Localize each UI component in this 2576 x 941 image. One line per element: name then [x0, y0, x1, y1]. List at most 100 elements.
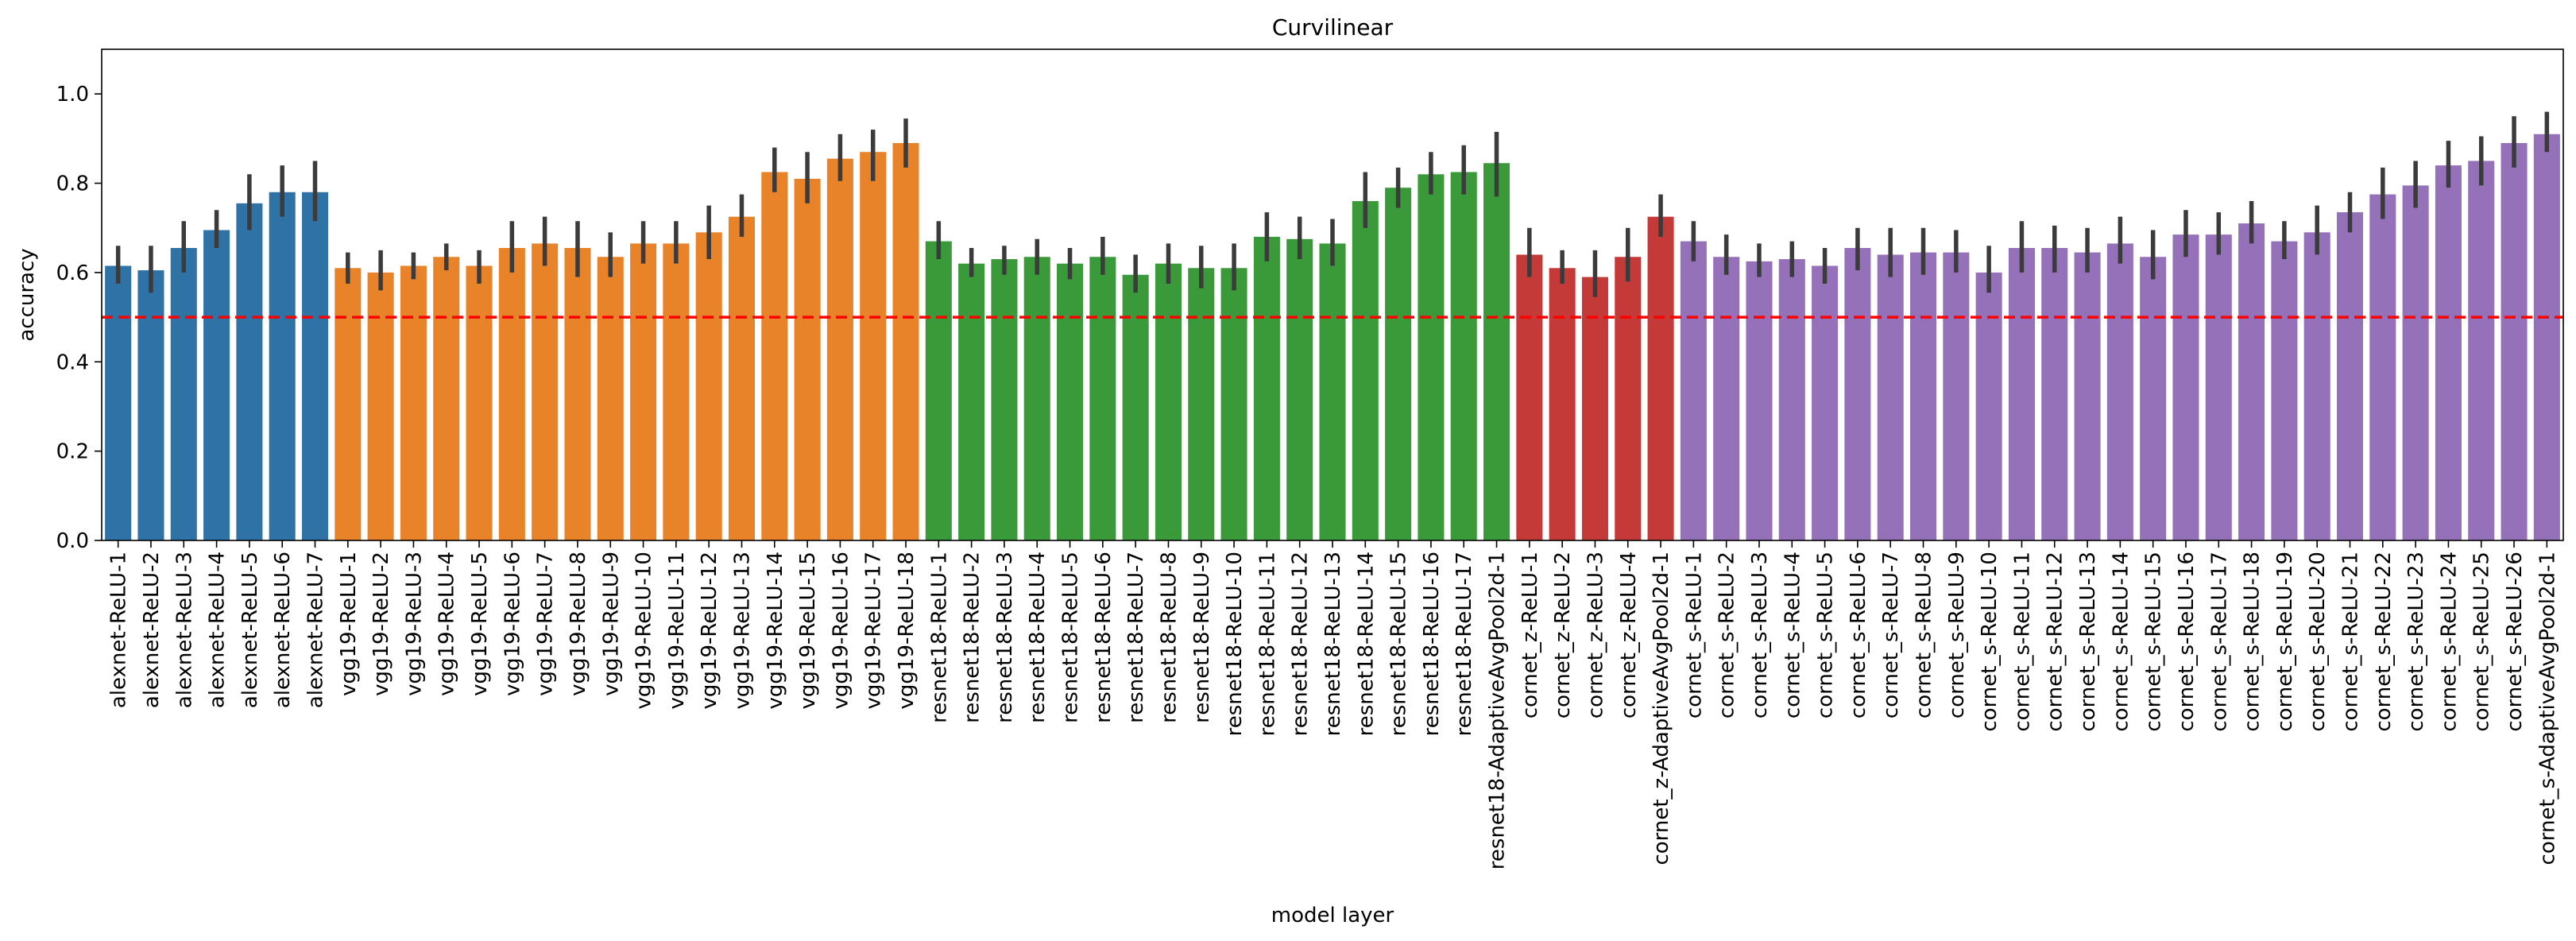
bar: [1220, 268, 1247, 540]
bar: [2435, 165, 2462, 540]
x-tick-label: vgg19-ReLU-11: [665, 552, 689, 709]
x-tick-label: alexnet-ReLU-2: [140, 552, 164, 708]
x-tick-label: vgg19-ReLU-9: [599, 552, 623, 696]
x-tick-label: resnet18-ReLU-13: [1321, 552, 1345, 736]
x-tick-label: vgg19-ReLU-5: [468, 552, 492, 696]
x-tick-label: vgg19-ReLU-16: [829, 552, 853, 709]
x-tick-label: cornet_s-ReLU-2: [1715, 552, 1739, 718]
y-tick-label: 0.4: [56, 350, 89, 374]
x-tick-label: vgg19-ReLU-8: [567, 552, 590, 696]
x-tick-label: resnet18-ReLU-6: [1092, 552, 1116, 723]
bar: [2106, 243, 2133, 540]
x-tick-label: vgg19-ReLU-3: [402, 552, 426, 696]
bar: [236, 203, 263, 540]
x-tick-label: resnet18-ReLU-7: [1124, 552, 1148, 723]
x-tick-label: cornet_s-ReLU-10: [1978, 552, 2002, 732]
x-tick-label: alexnet-ReLU-5: [238, 552, 262, 708]
bar: [466, 265, 493, 540]
x-tick-label: cornet_s-ReLU-6: [1847, 552, 1870, 718]
bar: [1844, 248, 1871, 540]
x-tick-label: vgg19-ReLU-17: [862, 552, 886, 709]
x-tick-label: resnet18-ReLU-9: [1190, 552, 1214, 723]
x-tick-label: cornet_s-ReLU-9: [1945, 552, 1969, 718]
x-tick-label: alexnet-ReLU-1: [107, 552, 131, 708]
x-tick-label: vgg19-ReLU-7: [534, 552, 558, 696]
bar: [1089, 257, 1116, 540]
bar: [1155, 263, 1182, 540]
x-tick-label: cornet_s-ReLU-4: [1781, 552, 1804, 718]
x-tick-label: cornet_s-ReLU-16: [2175, 552, 2199, 732]
bar: [203, 230, 230, 540]
bar: [761, 172, 788, 540]
x-tick-label: vgg19-ReLU-6: [501, 552, 524, 696]
bar: [1943, 252, 1970, 540]
bar: [1516, 254, 1543, 540]
bar: [2172, 234, 2199, 540]
bar: [1778, 259, 1805, 540]
bar: [1450, 172, 1477, 540]
bar: [2041, 248, 2068, 540]
bar: [2468, 161, 2495, 541]
x-tick-label: resnet18-ReLU-3: [993, 552, 1017, 723]
bar: [1188, 268, 1215, 540]
x-tick-label: cornet_s-ReLU-11: [2010, 552, 2034, 732]
x-tick-label: cornet_s-ReLU-24: [2437, 552, 2461, 732]
bar: [2501, 142, 2528, 540]
y-tick-label: 1.0: [56, 83, 89, 106]
x-tick-label: cornet_s-ReLU-26: [2503, 552, 2527, 732]
x-tick-label: cornet_s-ReLU-17: [2207, 552, 2231, 732]
bar: [597, 257, 624, 540]
bar: [1483, 163, 1510, 540]
bar: [2271, 241, 2298, 540]
x-tick-label: resnet18-ReLU-4: [1026, 552, 1050, 723]
x-tick-label: cornet_s-ReLU-22: [2372, 552, 2396, 732]
bar: [1122, 274, 1149, 540]
bar: [630, 243, 657, 540]
x-tick-label: alexnet-ReLU-7: [304, 552, 327, 708]
y-tick-label: 0.8: [56, 172, 89, 196]
x-tick-label: cornet_s-ReLU-8: [1913, 552, 1936, 718]
x-tick-label: vgg19-ReLU-10: [632, 552, 656, 709]
x-tick-label: resnet18-ReLU-16: [1420, 552, 1444, 736]
bar: [2140, 257, 2167, 540]
bar: [532, 243, 559, 540]
x-tick-label: cornet_s-ReLU-19: [2273, 552, 2297, 732]
bar: [2303, 232, 2330, 540]
x-tick-label: vgg19-ReLU-14: [764, 552, 787, 709]
errorbars-layer: [115, 111, 2550, 297]
x-tick-label: cornet_s-ReLU-1: [1682, 552, 1706, 718]
bar: [958, 263, 985, 540]
x-tick-label: vgg19-ReLU-4: [435, 552, 459, 696]
bar: [1746, 261, 1773, 540]
x-tick-label: resnet18-ReLU-15: [1387, 552, 1411, 736]
bar: [2402, 185, 2429, 540]
bar: [925, 241, 952, 540]
bar: [2533, 134, 2560, 540]
x-tick-label: cornet_s-ReLU-7: [1879, 552, 1903, 718]
bar: [1418, 174, 1445, 541]
bar: [1549, 268, 1576, 540]
x-tick-label: cornet_s-ReLU-18: [2241, 552, 2265, 732]
x-tick-label: cornet_s-AdaptiveAvgPool2d-1: [2535, 552, 2559, 865]
y-tick-label: 0.0: [56, 529, 89, 553]
y-ticks-layer: 0.0 0.2 0.4 0.6 0.8 1.0: [56, 83, 102, 553]
x-tick-label: vgg19-ReLU-1: [337, 552, 361, 696]
bar: [367, 272, 394, 540]
bar: [1023, 257, 1050, 540]
x-tick-label: cornet_z-ReLU-1: [1518, 552, 1542, 718]
bar: [826, 158, 853, 541]
bar: [1581, 277, 1608, 540]
bar: [1253, 236, 1280, 540]
bar: [1057, 263, 1084, 540]
x-tick-label: vgg19-ReLU-13: [730, 552, 754, 709]
bar: [105, 265, 132, 540]
x-tick-label: cornet_s-ReLU-14: [2109, 552, 2133, 732]
bar: [2369, 194, 2396, 540]
bar: [2008, 248, 2035, 540]
x-tick-label: cornet_s-ReLU-21: [2339, 552, 2363, 732]
x-tick-label: alexnet-ReLU-4: [206, 552, 230, 708]
bar: [433, 257, 460, 540]
x-tick-label: cornet_s-ReLU-25: [2470, 552, 2494, 732]
